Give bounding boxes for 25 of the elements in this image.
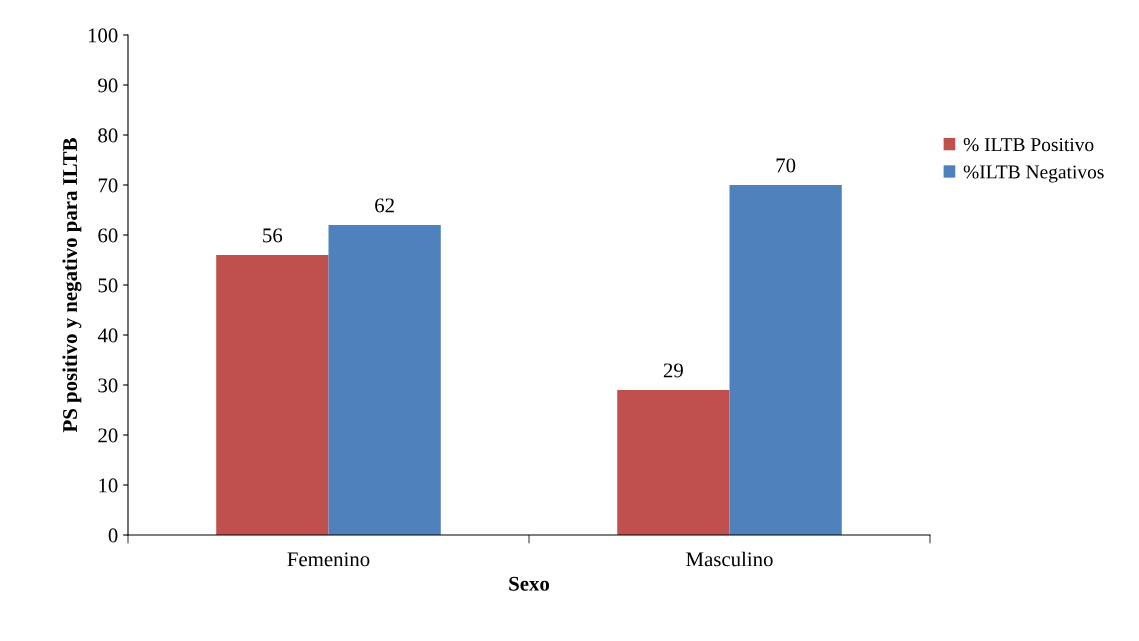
y-tick-label: 100 <box>88 28 118 43</box>
y-tick-label: 90 <box>98 78 118 93</box>
y-tick-label: 50 <box>98 278 118 293</box>
x-tick-label: Femenino <box>287 552 370 567</box>
y-tick-label: 0 <box>108 528 118 543</box>
data-label: 29 <box>663 363 683 378</box>
bar <box>216 255 329 535</box>
data-label: 56 <box>263 228 283 243</box>
y-tick-label: 20 <box>98 428 118 443</box>
x-tick-label: Masculino <box>686 551 773 567</box>
bar <box>729 185 842 535</box>
y-tick-label: 80 <box>98 128 118 143</box>
bar <box>617 390 730 535</box>
x-axis-title: Sexo <box>509 576 550 591</box>
legend-label: % ILTB Positivo <box>963 138 1094 152</box>
y-tick-label: 40 <box>97 328 118 343</box>
data-label: 62 <box>375 198 394 213</box>
y-axis-title: PS positivo y negativo para ILTB <box>62 138 82 433</box>
legend-label: %ILTB Negativos <box>963 165 1104 183</box>
y-tick-label: 60 <box>98 228 118 243</box>
y-tick-label: 10 <box>99 478 118 493</box>
bar <box>328 225 441 535</box>
data-label: 70 <box>776 158 796 173</box>
y-tick-label: 30 <box>98 378 118 393</box>
y-tick-label: 70 <box>98 178 118 193</box>
